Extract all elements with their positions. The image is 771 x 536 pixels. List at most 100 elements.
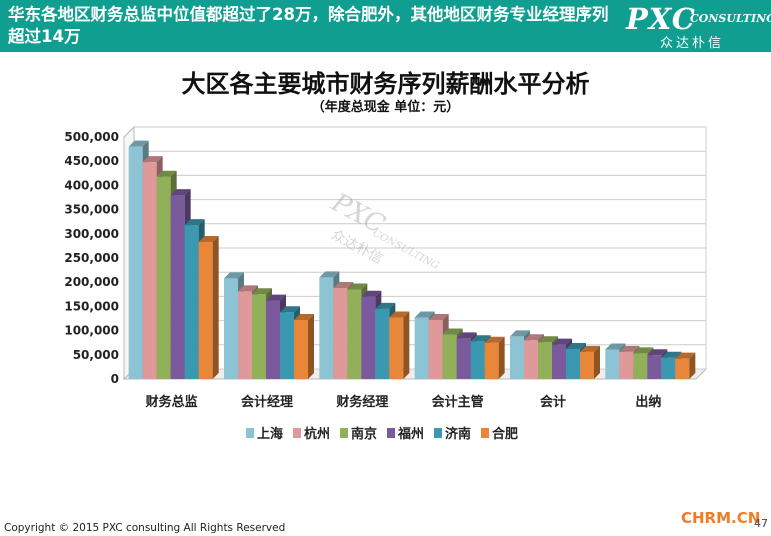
header-banner <box>0 0 771 52</box>
bar-top <box>470 335 491 342</box>
y-tick-label: 0 <box>111 372 119 386</box>
bar <box>510 336 524 379</box>
legend-swatch <box>246 428 254 438</box>
bar <box>361 296 376 379</box>
bar <box>294 319 308 379</box>
legend-swatch <box>387 428 395 438</box>
bar-top <box>619 345 640 352</box>
bar-top <box>361 290 382 297</box>
bar-top <box>428 313 449 320</box>
legend-swatch <box>340 428 348 438</box>
x-tick-label: 会计 <box>540 394 566 410</box>
bar-top <box>198 236 219 243</box>
bar-top <box>661 351 682 358</box>
y-tick-label: 200,000 <box>64 275 119 289</box>
bar <box>142 162 157 379</box>
bar <box>224 278 238 379</box>
bar <box>347 289 362 379</box>
y-tick-label: 250,000 <box>64 251 119 265</box>
copyright: Copyright © 2015 PXC consulting All Righ… <box>4 522 286 534</box>
x-tick-label: 会计经理 <box>241 394 293 410</box>
bar <box>414 317 429 379</box>
chart-subtitle: （年度总现金 单位：元） <box>311 100 460 115</box>
bar-top <box>538 336 558 343</box>
bar <box>156 176 171 379</box>
bar-top <box>524 334 544 341</box>
bar-top <box>128 140 149 147</box>
chart-title: 大区各主要城市财务序列薪酬水平分析 <box>181 70 590 98</box>
bar-top <box>510 330 530 337</box>
bar <box>605 349 620 379</box>
bar-top <box>333 282 354 289</box>
bar <box>170 195 185 379</box>
page-number: 47 <box>754 517 768 530</box>
bar-top <box>224 272 244 279</box>
bar <box>252 294 266 379</box>
legend-label: 杭州 <box>304 426 330 442</box>
bar-top <box>633 347 654 354</box>
legend-swatch <box>434 428 442 438</box>
x-tick-label: 财务总监 <box>146 394 198 410</box>
legend-label: 南京 <box>351 426 377 442</box>
bar-top <box>375 302 396 309</box>
y-tick-label: 500,000 <box>64 130 119 144</box>
bar <box>647 355 662 379</box>
legend-label: 上海 <box>257 426 283 442</box>
bar <box>566 348 580 379</box>
legend-label: 福州 <box>397 426 424 442</box>
bar-top <box>566 342 586 349</box>
bar-top <box>389 311 410 318</box>
bar-top <box>238 285 258 292</box>
bar <box>552 344 566 379</box>
bar-side <box>212 236 219 379</box>
x-tick-label: 出纳 <box>635 394 661 410</box>
bar-top <box>605 343 626 350</box>
y-tick-label: 100,000 <box>64 324 119 338</box>
bar <box>633 353 648 379</box>
headline: 华东各地区财务总监中位值都超过了28万，除合肥外，其他地区财务专业经理序列超过1… <box>8 5 609 46</box>
bar <box>389 317 404 379</box>
bar-top <box>456 332 477 339</box>
logo-subtext: CONSULTING <box>690 12 771 25</box>
y-tick-label: 450,000 <box>64 154 119 168</box>
bar <box>198 242 213 379</box>
bar-top <box>414 311 435 318</box>
bar <box>580 351 594 379</box>
bar <box>456 338 471 379</box>
bar <box>184 225 199 379</box>
bar-side <box>689 352 696 379</box>
bar <box>484 342 499 379</box>
site-mark: CHRM.CN <box>681 509 761 527</box>
bar <box>428 319 443 379</box>
x-tick-label: 财务经理 <box>336 394 388 410</box>
bar-top <box>647 349 668 356</box>
logo-chinese: 众达朴信 <box>660 36 725 51</box>
bar <box>375 308 390 379</box>
bar-top <box>552 338 572 345</box>
bar <box>266 300 280 379</box>
bar <box>333 288 348 379</box>
bar-top <box>675 352 696 359</box>
y-tick-label: 300,000 <box>64 227 119 241</box>
bar-top <box>156 170 177 177</box>
legend-label: 济南 <box>445 426 471 442</box>
bar-top <box>319 271 340 278</box>
bar-top <box>142 156 163 163</box>
x-tick-label: 会计主管 <box>432 394 484 410</box>
y-tick-label: 400,000 <box>64 178 119 192</box>
bar <box>319 277 334 379</box>
bar <box>661 357 676 379</box>
legend-label: 合肥 <box>492 426 518 442</box>
bar <box>619 351 634 379</box>
y-tick-label: 50,000 <box>73 348 119 362</box>
bar-top <box>484 336 505 343</box>
bar-top <box>184 219 205 226</box>
bar-side <box>308 313 314 379</box>
bar-top <box>580 345 600 352</box>
bar-side <box>498 336 505 379</box>
bar-top <box>170 189 191 196</box>
bar <box>470 341 485 379</box>
bar-top <box>266 294 286 301</box>
bar <box>128 146 143 379</box>
